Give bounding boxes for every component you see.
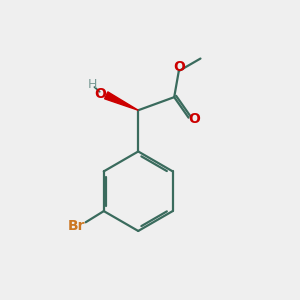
Text: Br: Br xyxy=(68,219,86,233)
Text: H: H xyxy=(87,78,97,91)
Text: O: O xyxy=(173,60,185,74)
Text: O: O xyxy=(94,87,106,101)
Polygon shape xyxy=(105,92,138,110)
Text: O: O xyxy=(188,112,200,126)
